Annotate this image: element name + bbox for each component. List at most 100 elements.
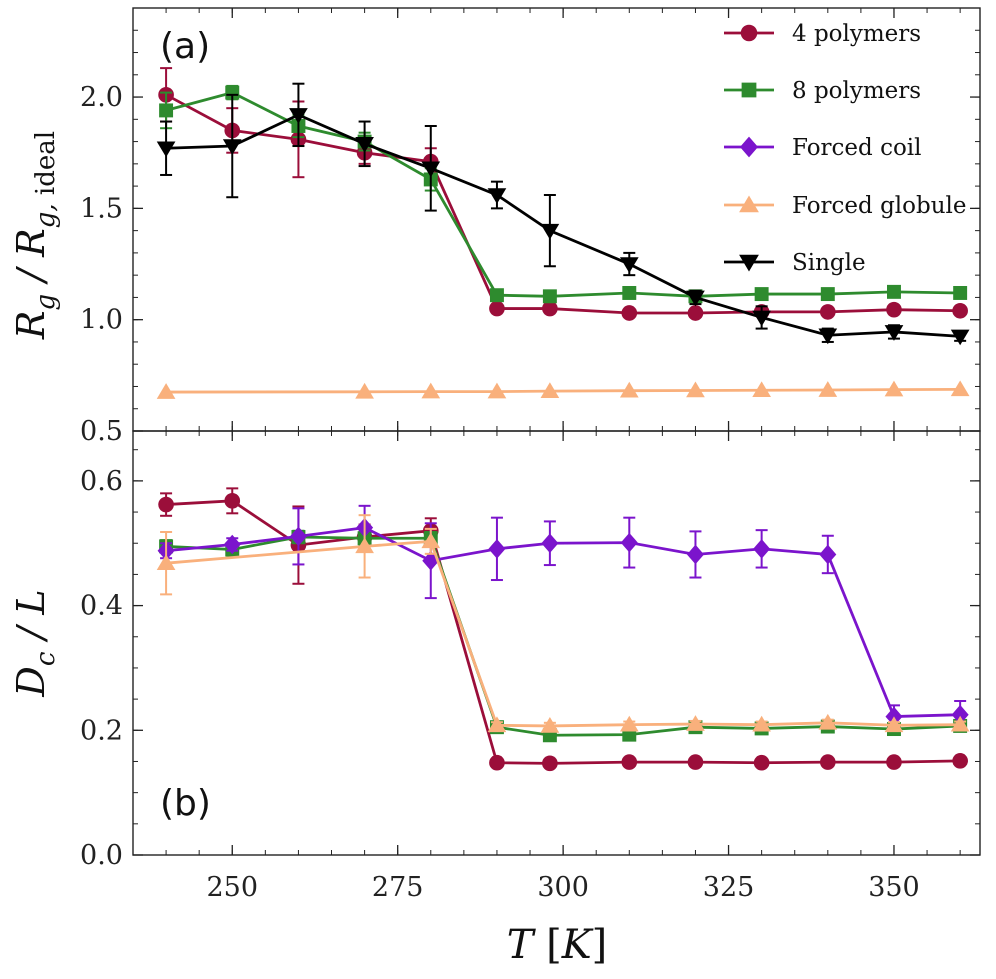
legend-4-polymers-marker bbox=[740, 24, 758, 42]
4-polymers-point bbox=[542, 300, 558, 317]
panel-b-label: (b) bbox=[160, 783, 211, 824]
4-polymers-point bbox=[158, 496, 174, 513]
4-polymers-point bbox=[819, 754, 836, 770]
panel-b-ytick-label: 0.2 bbox=[80, 715, 123, 746]
panel-b-ytick-label: 0.6 bbox=[80, 466, 123, 497]
legend-item-4-polymers: 4 polymers bbox=[724, 21, 921, 47]
forced-globule-point bbox=[950, 715, 970, 732]
panel-b-frame bbox=[132, 430, 981, 856]
forced-coil-point bbox=[753, 539, 771, 559]
8-polymers-point bbox=[225, 85, 240, 100]
panel-b-series-4-polymers bbox=[158, 487, 968, 772]
4-polymers-point bbox=[952, 302, 968, 319]
forced-globule-point bbox=[487, 716, 507, 733]
legend-forced-globule-label: Forced globule bbox=[792, 193, 967, 219]
forced-globule-point bbox=[752, 381, 771, 398]
8-polymers-point bbox=[887, 284, 901, 299]
forced-globule-point bbox=[818, 713, 838, 730]
single-point bbox=[619, 257, 639, 273]
forced-globule-line bbox=[165, 539, 961, 728]
legend-forced-coil-label: Forced coil bbox=[792, 135, 922, 161]
panel-b-ytick-label: 0.0 bbox=[80, 840, 123, 871]
legend-forced-coil-marker bbox=[740, 136, 758, 158]
forced-coil-point bbox=[488, 539, 506, 559]
4-polymers-point bbox=[224, 493, 241, 509]
x-axis-title: T [K] bbox=[507, 922, 608, 968]
forced-globule-point bbox=[884, 716, 904, 733]
panel-b-ylabel: Dc / L bbox=[9, 589, 61, 697]
forced-globule-point bbox=[752, 715, 771, 732]
xtick-label: 300 bbox=[537, 872, 589, 903]
8-polymers-point bbox=[820, 287, 835, 302]
forced-globule-point bbox=[540, 382, 560, 398]
4-polymers-point bbox=[687, 754, 704, 770]
xtick-label: 250 bbox=[206, 872, 258, 903]
panel-a-frame bbox=[132, 7, 981, 432]
panel-b-series-8-polymers bbox=[159, 529, 968, 743]
axis-ticks: 0.5 1.0 1.5 2.0 0.0 0.2 0.4 0.6 250 275 300 325 350 bbox=[80, 7, 980, 903]
8-polymers-point bbox=[159, 103, 174, 118]
8-polymers-point bbox=[953, 285, 968, 300]
legend-4-polymers-label: 4 polymers bbox=[792, 21, 921, 47]
4-polymers-point bbox=[542, 755, 558, 772]
forced-globule-point bbox=[156, 554, 176, 570]
legend-8-polymers-label: 8 polymers bbox=[792, 78, 921, 104]
forced-globule-point bbox=[355, 537, 374, 554]
forced-coil-point bbox=[686, 544, 704, 565]
forced-globule-point bbox=[421, 532, 441, 549]
single-point bbox=[289, 108, 308, 124]
forced-globule-point bbox=[619, 381, 639, 398]
forced-globule-point bbox=[355, 382, 374, 399]
forced-coil-point bbox=[819, 544, 837, 565]
single-point bbox=[752, 310, 771, 327]
xtick-label: 350 bbox=[868, 872, 920, 903]
svg-text:T [K]: T [K] bbox=[507, 922, 608, 968]
single-point bbox=[884, 325, 904, 341]
single-point bbox=[222, 139, 242, 155]
panel-a-ylabel: Rg / Rg, ideal bbox=[9, 131, 61, 340]
forced-coil-point bbox=[289, 526, 307, 547]
panel-a-series-forced-globule bbox=[156, 380, 970, 399]
forced-globule-point bbox=[487, 382, 507, 399]
forced-globule-point bbox=[156, 383, 176, 399]
legend-single-marker bbox=[739, 254, 759, 272]
8-polymers-line bbox=[166, 535, 961, 737]
forced-coil-point bbox=[620, 532, 638, 553]
forced-coil-point bbox=[541, 533, 559, 554]
panel-b-ytick-label: 0.4 bbox=[80, 591, 123, 622]
single-point bbox=[156, 141, 176, 158]
panel-b-series-forced-coil bbox=[157, 504, 969, 730]
4-polymers-point bbox=[753, 754, 770, 771]
single-point bbox=[355, 137, 374, 153]
forced-globule-point bbox=[619, 715, 639, 732]
8-polymers-point bbox=[489, 288, 504, 303]
8-polymers-point bbox=[542, 289, 557, 304]
4-polymers-point bbox=[886, 301, 902, 318]
4-polymers-point bbox=[621, 754, 638, 770]
legend-item-single: Single bbox=[724, 250, 866, 276]
forced-globule-line bbox=[166, 387, 961, 394]
8-polymers-point bbox=[622, 285, 637, 300]
forced-coil-point bbox=[951, 704, 969, 725]
single-point bbox=[487, 188, 507, 204]
single-point bbox=[421, 161, 441, 178]
forced-globule-point bbox=[686, 715, 705, 731]
forced-globule-point bbox=[818, 381, 838, 397]
forced-coil-point bbox=[223, 534, 241, 555]
legend-item-forced-globule: Forced globule bbox=[724, 193, 967, 219]
legend: 4 polymers 8 polymers Forced coil Forced gl… bbox=[724, 21, 967, 276]
forced-coil-line bbox=[165, 526, 961, 719]
4-polymers-point bbox=[489, 300, 505, 317]
legend-single-label: Single bbox=[792, 250, 866, 276]
single-point bbox=[686, 290, 705, 307]
single-point bbox=[950, 329, 970, 346]
panel-a-ytick-label: 0.5 bbox=[80, 416, 123, 447]
svg-text:Rg / Rg, ideal: Rg / Rg, ideal bbox=[9, 131, 61, 340]
forced-globule-point bbox=[540, 717, 560, 733]
forced-globule-point bbox=[686, 381, 705, 398]
single-point bbox=[818, 328, 838, 345]
panel-a-label: (a) bbox=[160, 26, 210, 67]
4-polymers-point bbox=[621, 305, 638, 321]
4-polymers-point bbox=[952, 753, 968, 769]
